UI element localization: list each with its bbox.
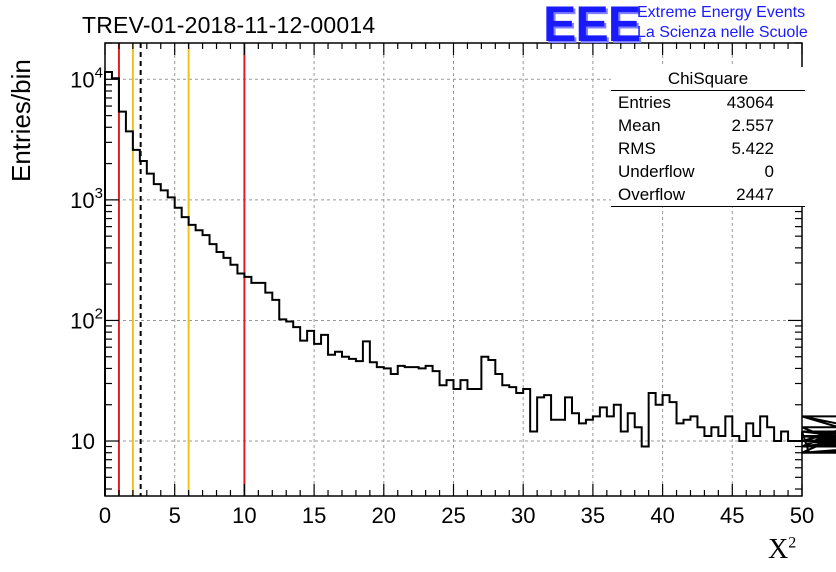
chart-title: TREV-01-2018-11-12-00014 (82, 12, 376, 38)
x-tick-label: 45 (720, 503, 744, 528)
x-axis-label-exponent: 2 (788, 534, 797, 552)
x-tick-label: 5 (169, 503, 181, 528)
stats-title: ChiSquare (667, 69, 749, 88)
y-tick-label: 103 (70, 185, 103, 213)
stats-key: Underflow (618, 162, 695, 181)
stats-value: 0 (764, 162, 774, 181)
x-tick-label: 20 (372, 503, 396, 528)
stats-value: 2.557 (731, 116, 774, 135)
logo-line-1: Extreme Energy Events (637, 4, 806, 21)
x-tick-label: 30 (511, 503, 535, 528)
x-tick-label: 50 (790, 503, 814, 528)
x-tick-label: 25 (441, 503, 465, 528)
axis-ticks (104, 42, 803, 496)
x-tick-label: 40 (650, 503, 674, 528)
reference-lines (117, 43, 246, 496)
stats-value: 43064 (726, 93, 774, 112)
x-tick-label: 35 (581, 503, 605, 528)
x-axis-label-text: X (768, 534, 789, 565)
y-tick-label: 102 (70, 305, 103, 333)
stats-value: 5.422 (731, 139, 774, 158)
x-tick-label: 15 (302, 503, 326, 528)
stats-value: 2447 (736, 185, 774, 204)
stats-key: Overflow (618, 185, 686, 204)
y-axis-label: Entries/bin (6, 59, 36, 182)
y-tick-label: 10 (71, 429, 95, 454)
logo-line-2: La Scienza nelle Scuole (637, 24, 808, 41)
x-axis-label: X2 (768, 534, 796, 566)
eee-logo: EEE (543, 0, 641, 52)
stats-key: Mean (618, 116, 661, 135)
stats-divider (611, 90, 805, 91)
tick-labels: 0 5 10 15 20 25 30 35 40 45 50 10 102 103 104 (70, 64, 814, 528)
grid-lines (105, 43, 802, 496)
x-tick-label: 0 (99, 503, 111, 528)
y-tick-label: 104 (70, 64, 103, 92)
stats-box: ChiSquare Entries 43064 Mean 2.557 RMS 5.42… (611, 67, 805, 207)
x-tick-label: 10 (232, 503, 256, 528)
stats-key: RMS (618, 139, 656, 158)
stats-key: Entries (618, 93, 671, 112)
